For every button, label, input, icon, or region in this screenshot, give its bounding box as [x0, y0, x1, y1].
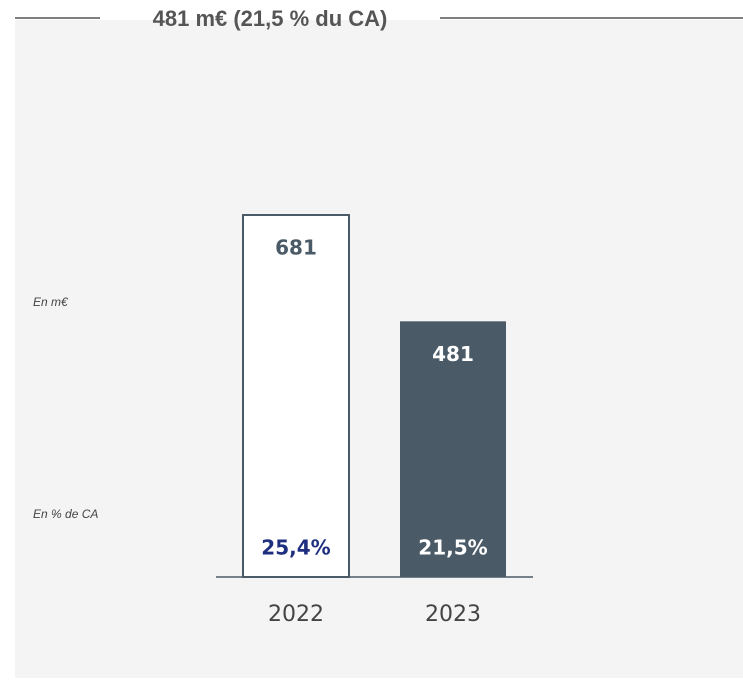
- share-label-value: 25,4%: [261, 536, 330, 560]
- share-label-value: 21,5%: [418, 536, 487, 560]
- x-tick-label: 2022: [268, 602, 324, 627]
- value-label: 481: [432, 342, 474, 366]
- share-label: En % de CA: [33, 507, 98, 521]
- bar: [400, 321, 506, 577]
- chart-title: 481 m€ (21,5 % du CA): [153, 6, 388, 31]
- unit-label: En m€: [33, 295, 69, 309]
- x-tick-label: 2023: [425, 602, 481, 627]
- bar: [242, 214, 350, 578]
- value-label: 681: [275, 236, 317, 260]
- panel-background: [15, 20, 743, 678]
